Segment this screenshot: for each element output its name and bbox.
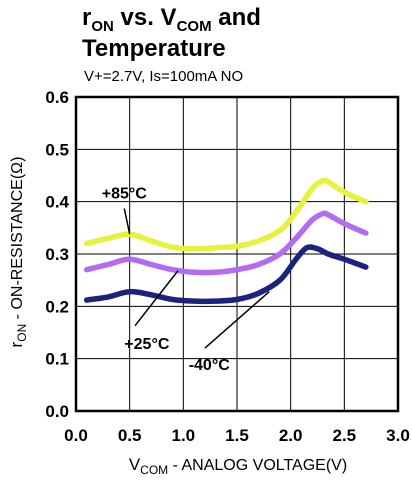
annotation-label: +25°C [124, 336, 170, 353]
chart-title-line2: Temperature [82, 35, 226, 62]
x-tick-label: 0.5 [118, 426, 142, 445]
y-tick-label: 0.5 [45, 140, 69, 159]
annotation-label: -40°C [189, 357, 231, 374]
x-tick-label: 1.0 [172, 426, 196, 445]
series-line-1 [83, 210, 369, 276]
annotation-leader [134, 270, 179, 327]
x-tick-label: 3.0 [386, 426, 410, 445]
x-tick-label: 0.0 [64, 426, 88, 445]
series-line-0 [83, 177, 369, 252]
x-tick-label: 2.5 [333, 426, 357, 445]
y-tick-label: 0.2 [45, 297, 69, 316]
x-axis-label: VCOM - ANALOG VOLTAGE(V) [129, 455, 347, 477]
data-series [83, 177, 369, 305]
annotation-leader [204, 291, 270, 349]
annotation-label: +85°C [102, 185, 148, 202]
y-tick-label: 0.6 [45, 88, 69, 107]
y-axis-label: rON - ON-RESISTANCE(Ω) [7, 157, 29, 348]
x-tick-label: 1.5 [225, 426, 249, 445]
y-tick-label: 0.0 [45, 402, 69, 421]
test-conditions: V+=2.7V, Is=100mA NO [84, 68, 243, 85]
annotations: +85°C +25°C -40°C [102, 185, 270, 374]
grid-lines [76, 97, 398, 411]
chart-title-line1: rON vs. VCOM and [82, 4, 261, 35]
y-tick-label: 0.1 [45, 350, 69, 369]
annotation-leader [123, 208, 131, 235]
y-tick-label: 0.4 [45, 193, 69, 212]
tick-labels: 0.0 0.1 0.2 0.3 0.4 0.5 0.6 0.0 0.5 1.0 1.5 2.0 2.5 3… [45, 88, 409, 445]
y-tick-label: 0.3 [45, 245, 69, 264]
series-line-2 [83, 244, 369, 305]
x-tick-label: 2.0 [279, 426, 303, 445]
